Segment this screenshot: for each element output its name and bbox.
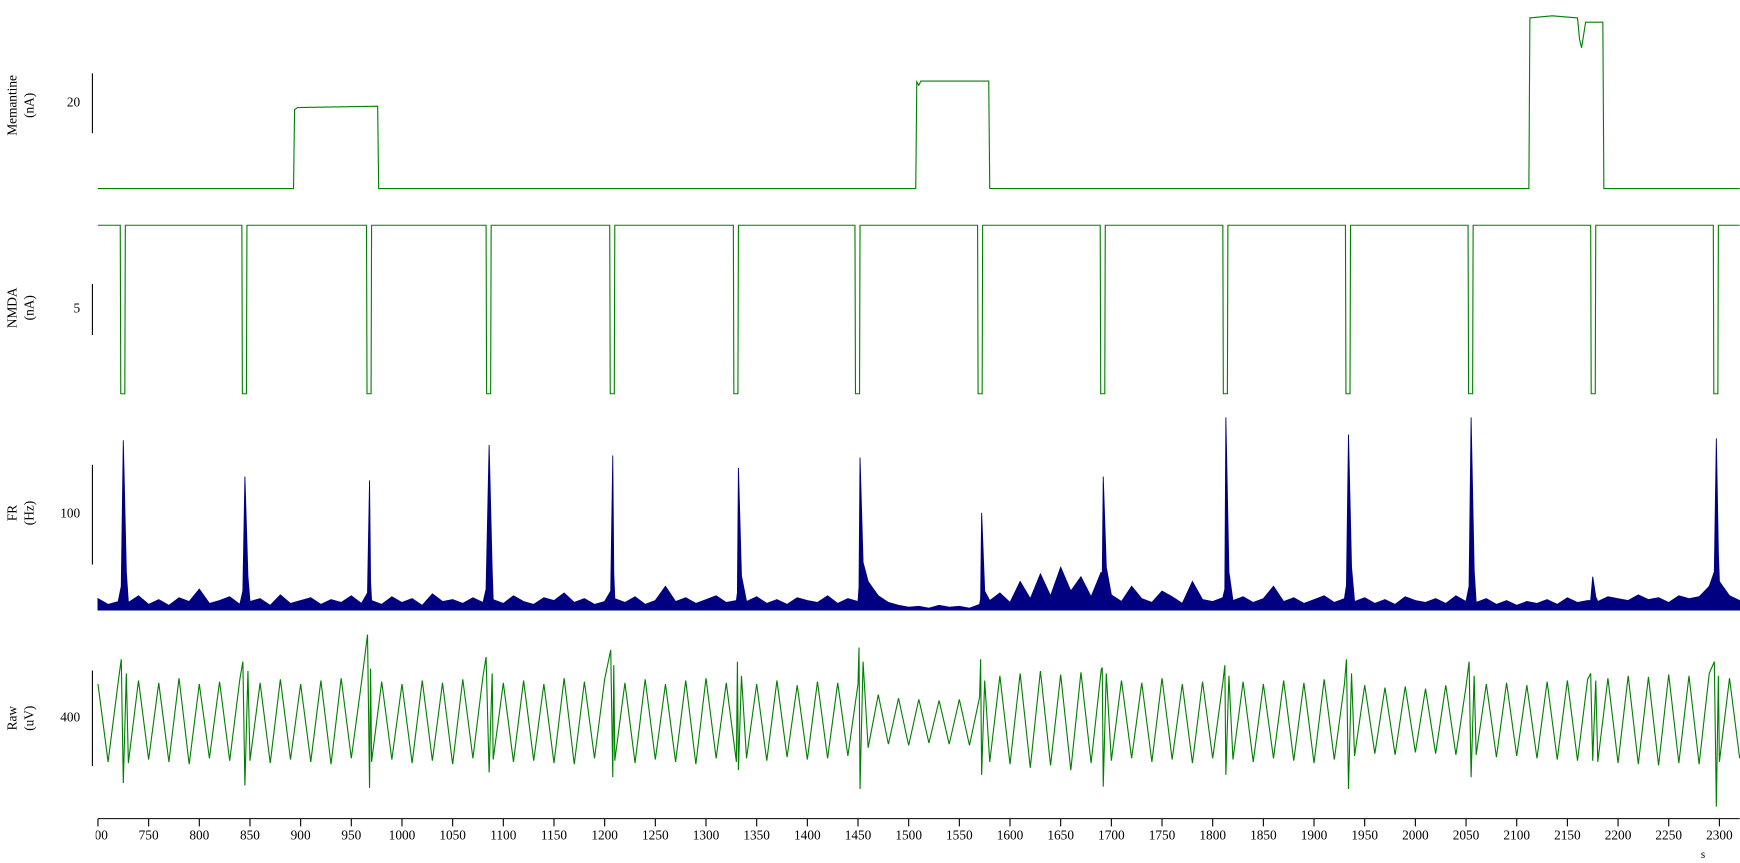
x-tick-label: 800 [189,827,209,842]
y-tick-label: 100 [60,506,80,521]
x-tick-label: 1100 [490,827,516,842]
trace-line [97,15,1740,190]
x-tick-label: 750 [139,827,159,842]
x-tick-label: 1150 [541,827,567,842]
x-axis-label: s [1701,849,1705,861]
x-tick-label: 1050 [439,827,466,842]
x-tick-label: 2100 [1503,827,1530,842]
x-tick-label: 850 [240,827,260,842]
y-tick-label: 5 [74,301,81,316]
y-tick-label: 400 [60,709,80,724]
y-axis-unit: (nA) [21,295,36,320]
x-tick-label: 950 [341,827,361,842]
y-tick-label: 20 [67,94,81,109]
y-axis-label: Memantine [5,75,20,136]
x-tick-label: 1750 [1149,827,1176,842]
x-tick-label: 2250 [1655,827,1682,842]
trace-line [97,634,1740,807]
x-tick-label: 2150 [1554,827,1581,842]
x-tick-label: 1500 [895,827,922,842]
x-tick-label: 1900 [1301,827,1328,842]
y-axis-unit: (uV) [21,706,36,731]
x-tick-label: 1350 [743,827,770,842]
x-tick-label: 1650 [1047,827,1074,842]
x-tick-label: 900 [291,827,311,842]
x-tick-label: 1000 [389,827,416,842]
x-tick-label: 1850 [1250,827,1277,842]
trace-line [97,224,1740,395]
y-axis-label: FR [5,505,20,521]
firing-rate-area [97,417,1740,611]
y-axis-unit: (Hz) [21,501,36,525]
x-tick-label: 1700 [1098,827,1125,842]
y-axis-label: Raw [5,706,20,731]
x-tick-label: 1950 [1351,827,1378,842]
x-tick-label: 1450 [845,827,872,842]
x-tick-label: 2050 [1453,827,1480,842]
x-tick-labels: 700 750 800 850 900 950 1000 1050 1100 1150 1200 12… [88,827,1733,842]
x-tick-label: 1250 [642,827,669,842]
x-tick-label: 1200 [591,827,618,842]
x-tick-label: 1800 [1199,827,1226,842]
x-tick-label: 2200 [1605,827,1632,842]
x-tick-label: 1400 [794,827,821,842]
y-axis-label: NMDA [5,287,20,328]
x-tick-label: 2300 [1706,827,1733,842]
x-tick-label: 1300 [693,827,720,842]
x-tick-label: 1550 [946,827,973,842]
x-tick-label: 700 [88,827,108,842]
x-tick-label: 2000 [1402,827,1429,842]
y-axis-unit: (nA) [21,93,36,118]
x-tick-label: 1600 [997,827,1024,842]
